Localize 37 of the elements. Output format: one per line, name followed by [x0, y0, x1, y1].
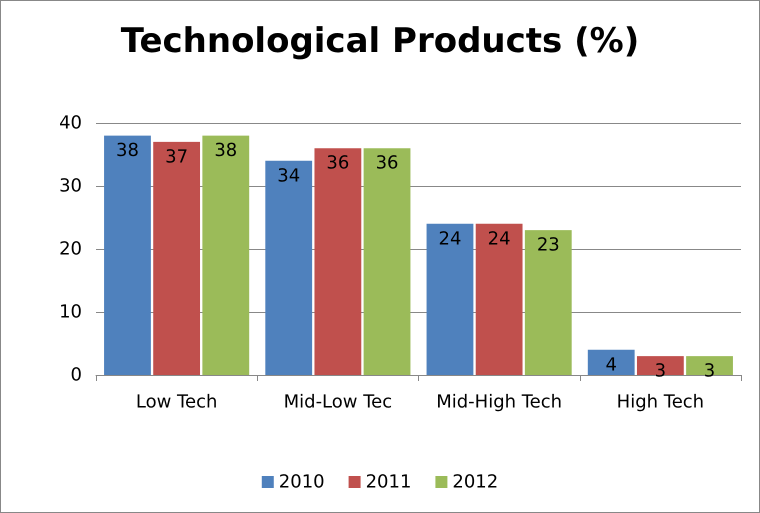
- y-tick-label: 20: [59, 238, 82, 260]
- data-label: 37: [165, 146, 188, 168]
- x-tick-label: High Tech: [616, 392, 704, 412]
- legend-label: 2012: [452, 472, 498, 492]
- data-label: 34: [277, 165, 300, 186]
- legend-label: 2010: [278, 472, 325, 492]
- bar: [476, 224, 523, 375]
- bar: [104, 136, 151, 375]
- bar: [153, 142, 200, 375]
- data-label: 36: [376, 152, 398, 174]
- bar: [686, 356, 733, 375]
- data-label: 24: [488, 228, 511, 250]
- bar: [314, 148, 362, 375]
- y-tick-label: 30: [59, 176, 82, 196]
- x-tick-label: Mid-High Tech: [436, 392, 562, 412]
- bar: [588, 350, 635, 375]
- data-label: 38: [214, 140, 238, 162]
- data-label: 3: [654, 360, 666, 382]
- data-label: 3: [704, 360, 716, 382]
- y-tick-label: 0: [70, 364, 82, 386]
- data-label: 24: [438, 228, 462, 250]
- chart-title: Technological Products (%): [120, 21, 640, 61]
- bar: [426, 224, 474, 375]
- bar: [364, 148, 410, 375]
- data-label: 36: [326, 152, 350, 174]
- x-tick-label: Mid-Low Tec: [284, 392, 392, 412]
- data-label: 4: [605, 354, 617, 376]
- y-tick-label: 10: [59, 302, 82, 322]
- legend-label: 2011: [366, 472, 412, 492]
- bar: [524, 230, 572, 375]
- bar: [202, 136, 250, 375]
- data-label: 23: [536, 234, 560, 256]
- y-tick-label: 40: [59, 112, 82, 134]
- bar: [636, 356, 684, 375]
- x-tick-label: Low Tech: [136, 392, 218, 412]
- bar: [265, 160, 312, 375]
- data-label: 38: [116, 140, 139, 162]
